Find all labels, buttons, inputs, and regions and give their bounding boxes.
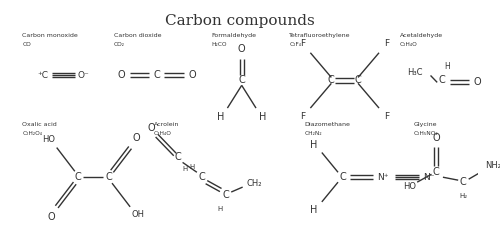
Text: Acrolein: Acrolein bbox=[154, 122, 180, 127]
Text: C: C bbox=[328, 75, 334, 85]
Text: CO₂: CO₂ bbox=[114, 42, 125, 47]
Text: H₂: H₂ bbox=[459, 193, 467, 199]
Text: O: O bbox=[188, 70, 196, 80]
Text: O: O bbox=[148, 123, 155, 133]
Text: HO: HO bbox=[403, 182, 416, 191]
Text: Glycine: Glycine bbox=[414, 122, 437, 127]
Text: NH₂: NH₂ bbox=[486, 161, 500, 170]
Text: F: F bbox=[384, 112, 389, 121]
Text: C₃H₄O: C₃H₄O bbox=[154, 131, 172, 136]
Text: C: C bbox=[74, 172, 81, 182]
Text: F: F bbox=[384, 39, 389, 48]
Text: F: F bbox=[300, 112, 306, 121]
Text: Carbon dioxide: Carbon dioxide bbox=[114, 33, 162, 38]
Text: O: O bbox=[474, 77, 481, 87]
Text: C: C bbox=[438, 75, 446, 85]
Text: H: H bbox=[190, 164, 194, 170]
Text: C: C bbox=[174, 153, 181, 163]
Text: C₂H₅NO₂: C₂H₅NO₂ bbox=[414, 131, 438, 136]
Text: C₂H₂O₄: C₂H₂O₄ bbox=[22, 131, 42, 136]
Text: Formaldehyde: Formaldehyde bbox=[211, 33, 256, 38]
Text: H₃C: H₃C bbox=[408, 68, 423, 77]
Text: Diazomethane: Diazomethane bbox=[304, 122, 350, 127]
Text: O: O bbox=[132, 133, 140, 143]
Text: H: H bbox=[259, 112, 266, 122]
Text: H: H bbox=[217, 206, 222, 212]
Text: C: C bbox=[198, 172, 205, 182]
Text: O: O bbox=[432, 133, 440, 143]
Text: F: F bbox=[300, 39, 306, 48]
Text: C: C bbox=[460, 177, 466, 187]
Text: CH₂: CH₂ bbox=[246, 179, 262, 188]
Text: C: C bbox=[106, 172, 112, 182]
Text: ⁺C: ⁺C bbox=[38, 71, 49, 80]
Text: C: C bbox=[433, 167, 440, 177]
Text: O⁻: O⁻ bbox=[78, 71, 90, 80]
Text: Carbon monoxide: Carbon monoxide bbox=[22, 33, 78, 38]
Text: H: H bbox=[310, 205, 318, 215]
Text: N⁺: N⁺ bbox=[377, 173, 388, 182]
Text: Carbon compounds: Carbon compounds bbox=[165, 14, 314, 28]
Text: O: O bbox=[47, 212, 55, 222]
Text: C₂F₄: C₂F₄ bbox=[290, 42, 302, 47]
Text: CH₂N₂: CH₂N₂ bbox=[304, 131, 322, 136]
Text: N⁻: N⁻ bbox=[423, 173, 434, 182]
Text: Oxalic acid: Oxalic acid bbox=[22, 122, 57, 127]
Text: H₂CO: H₂CO bbox=[211, 42, 226, 47]
Text: H: H bbox=[217, 112, 224, 122]
Text: C: C bbox=[154, 70, 160, 80]
Text: C: C bbox=[238, 75, 245, 85]
Text: Acetaldehyde: Acetaldehyde bbox=[400, 33, 443, 38]
Text: H: H bbox=[444, 62, 450, 71]
Text: CO: CO bbox=[22, 42, 31, 47]
Text: C: C bbox=[340, 172, 346, 182]
Text: Tetrafluoroethylene: Tetrafluoroethylene bbox=[290, 33, 351, 38]
Text: C₂H₄O: C₂H₄O bbox=[400, 42, 418, 47]
Text: HO: HO bbox=[42, 135, 56, 144]
Text: H: H bbox=[310, 140, 318, 150]
Text: C: C bbox=[222, 190, 229, 200]
Text: H: H bbox=[183, 166, 188, 172]
Text: C: C bbox=[354, 75, 362, 85]
Text: OH: OH bbox=[132, 210, 144, 219]
Text: O: O bbox=[238, 44, 246, 54]
Text: O: O bbox=[118, 70, 126, 80]
